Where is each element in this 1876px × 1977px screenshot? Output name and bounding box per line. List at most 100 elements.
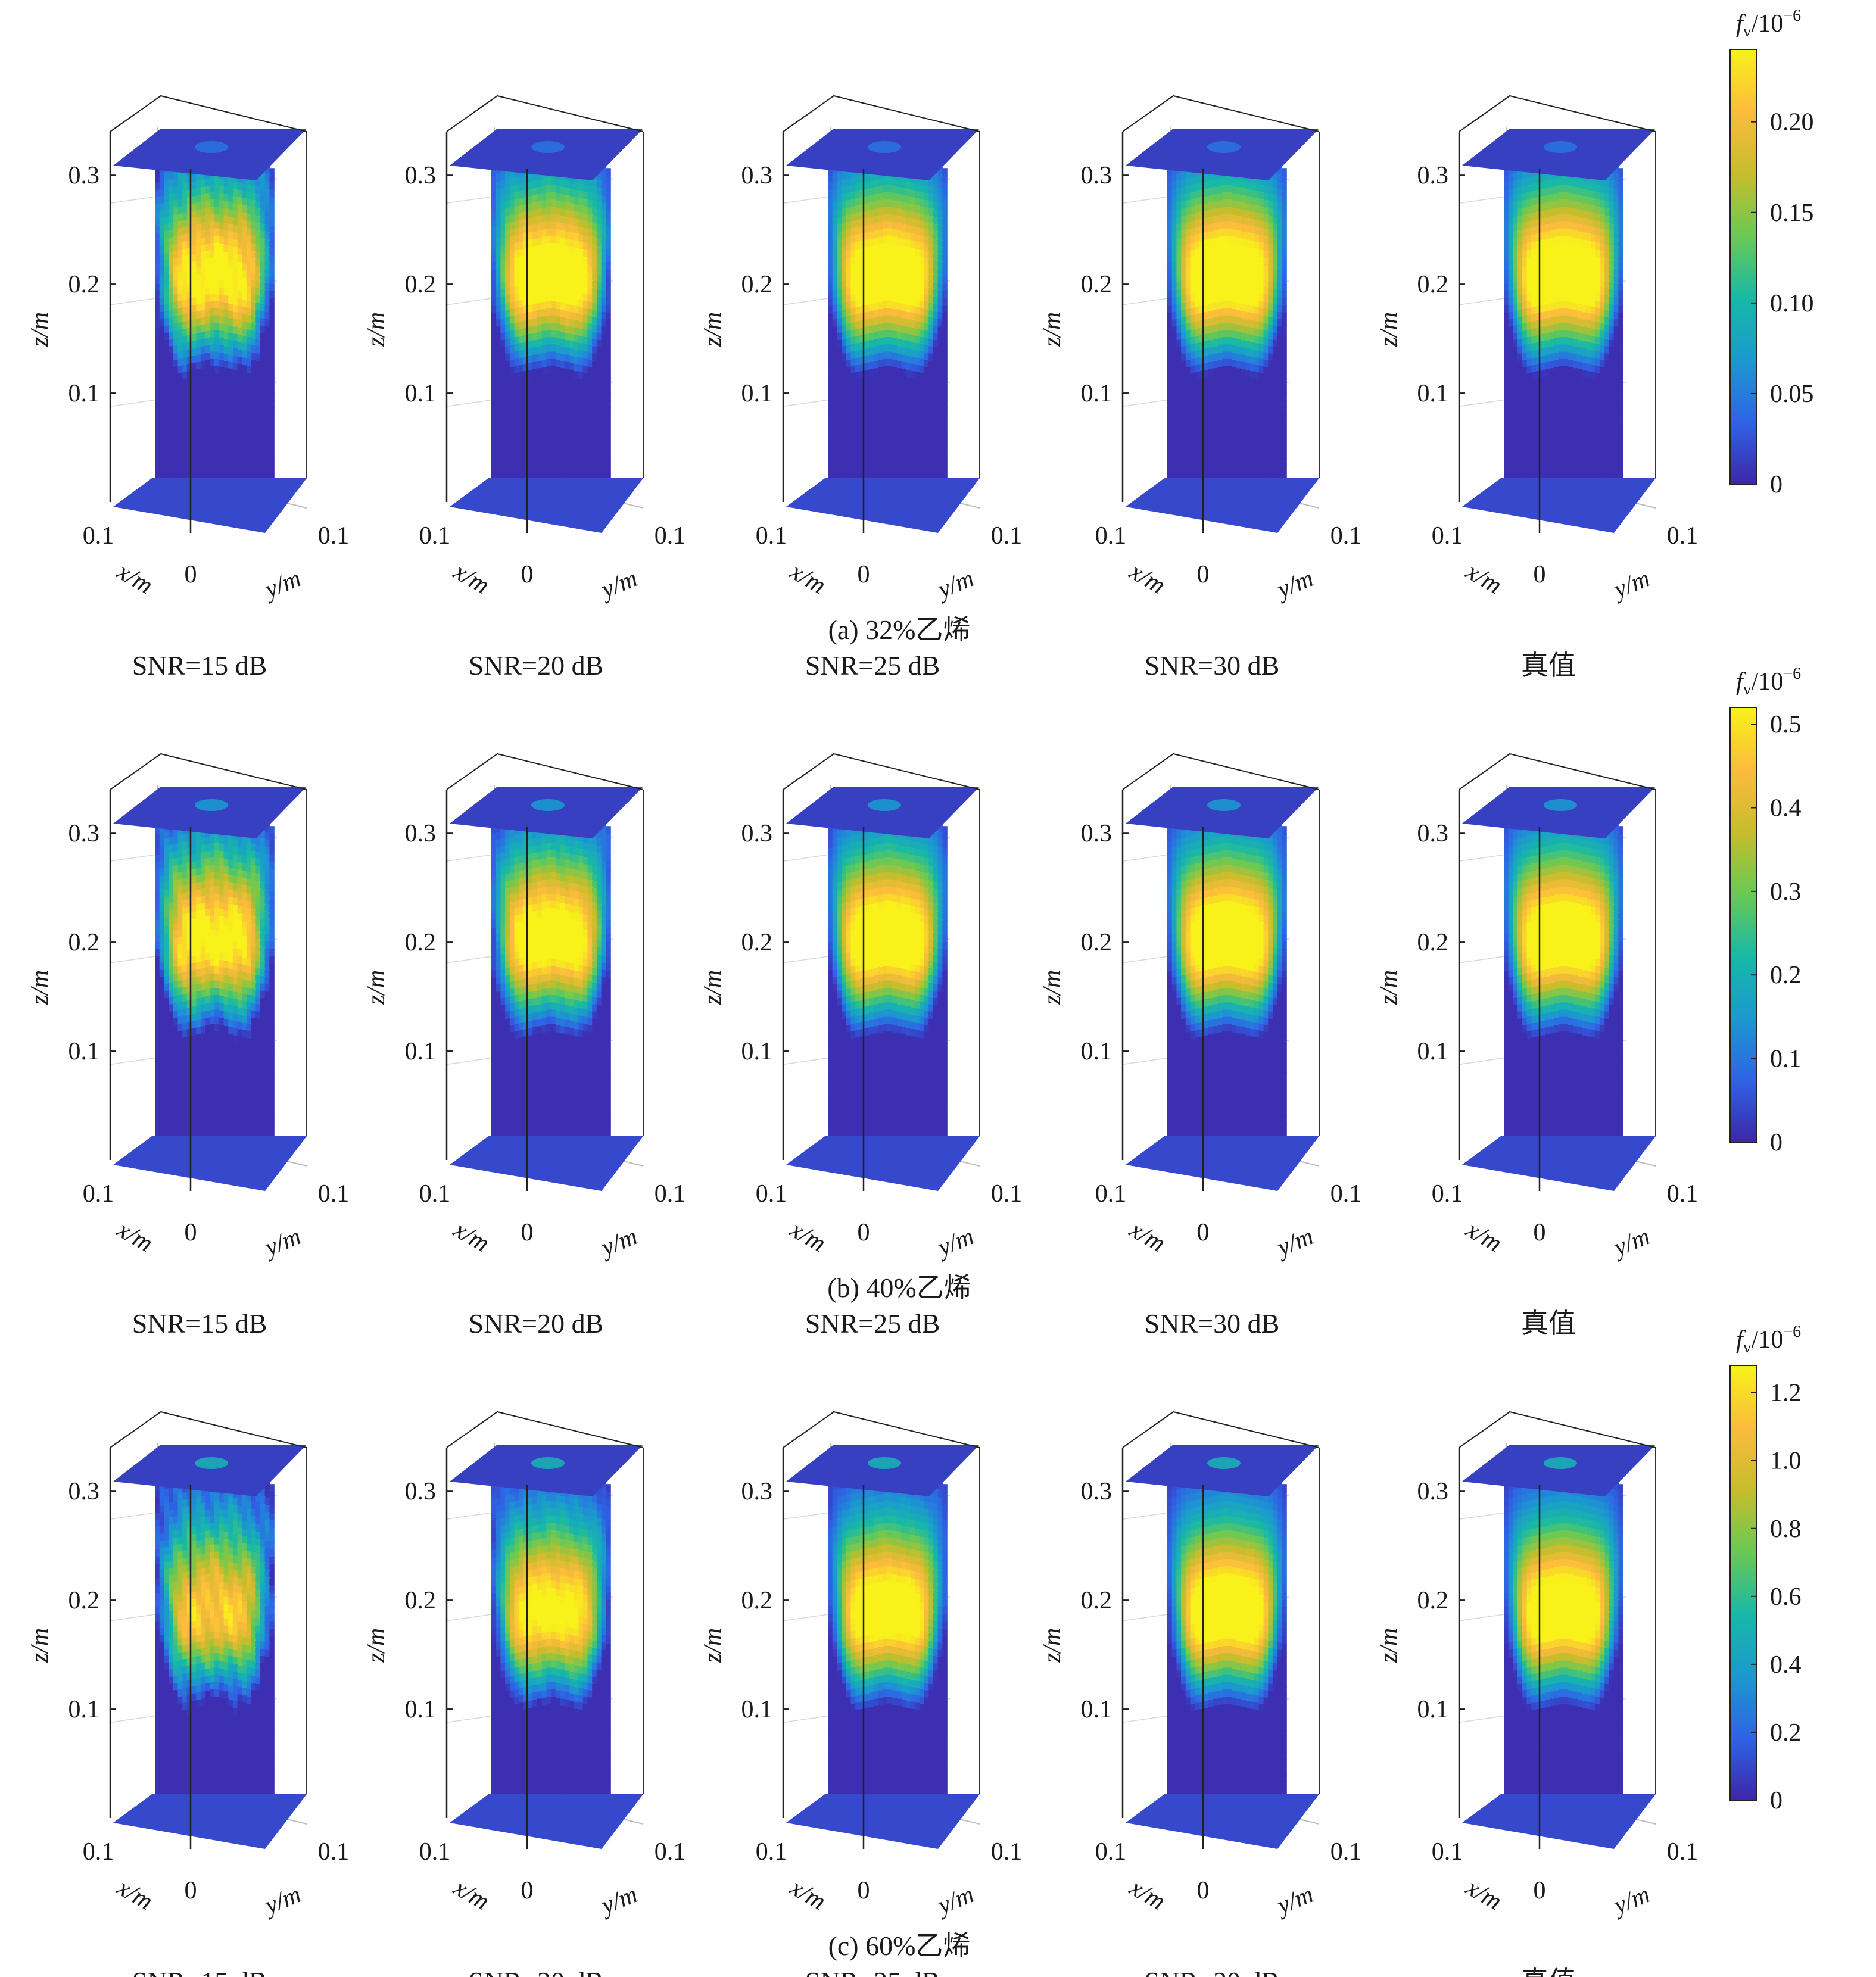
flame-cell xyxy=(942,283,948,292)
flame-cell xyxy=(1254,430,1260,438)
flame-cell xyxy=(232,261,238,270)
flame-cell xyxy=(1190,380,1195,388)
flame-cell xyxy=(191,247,197,255)
flame-cell xyxy=(200,295,206,304)
z-axis-label: z/m xyxy=(363,312,390,347)
flame-cell xyxy=(846,425,852,433)
flame-cell xyxy=(850,467,856,475)
flame-cell xyxy=(1208,347,1214,356)
flame-cell xyxy=(155,298,160,307)
flame-cell xyxy=(606,283,611,292)
flame-cell xyxy=(523,371,529,379)
flame-cell xyxy=(574,190,579,198)
flame-cell xyxy=(528,305,533,313)
flame-cell xyxy=(219,330,225,339)
flame-cell xyxy=(1213,404,1219,413)
flame-cell xyxy=(541,214,547,223)
flame-cell xyxy=(855,423,861,431)
flame-cell xyxy=(1176,180,1182,189)
flame-cell xyxy=(596,369,602,377)
flame-cell xyxy=(232,413,238,422)
flame-cell xyxy=(606,182,611,191)
flame-cell xyxy=(551,235,556,244)
flame-cell xyxy=(1227,214,1232,222)
flame-cell xyxy=(514,336,519,345)
flame-cell xyxy=(1586,182,1591,191)
flame-cell xyxy=(555,330,561,339)
flame-cell xyxy=(837,252,842,261)
flame-cell xyxy=(269,189,275,198)
flame-cell xyxy=(574,385,579,394)
flame-cell xyxy=(837,180,842,189)
flame-cell xyxy=(596,296,602,304)
flame-cell xyxy=(892,193,898,201)
flame-cell xyxy=(491,219,497,227)
flame-cell xyxy=(246,438,252,447)
flame-cell xyxy=(942,429,948,437)
flame-cell xyxy=(1227,322,1232,330)
flame-cell xyxy=(1231,330,1237,339)
flame-cell xyxy=(505,317,510,325)
flame-cell xyxy=(1526,170,1532,178)
flame-cell xyxy=(528,435,533,444)
flame-cell xyxy=(869,202,874,210)
flame-cell xyxy=(514,322,519,330)
flame-cell xyxy=(574,262,579,270)
flame-cell xyxy=(942,233,948,241)
flame-cell xyxy=(574,371,579,379)
z-tick-label: 0.3 xyxy=(68,162,100,189)
flame-cell xyxy=(546,315,551,323)
flame-cell xyxy=(509,338,515,346)
flame-cell xyxy=(1268,411,1273,419)
flame-cell xyxy=(532,289,538,298)
flame-cell xyxy=(260,318,266,326)
flame-cell xyxy=(1204,326,1209,335)
flame-cell xyxy=(846,273,852,280)
flame-cell xyxy=(505,259,510,267)
flame-cell xyxy=(169,208,174,217)
flame-cell xyxy=(905,442,911,451)
flame-cell xyxy=(1222,453,1227,461)
flame-cell xyxy=(264,196,270,204)
flame-cell xyxy=(532,246,538,254)
flame-cell xyxy=(237,342,242,350)
flame-cell xyxy=(251,338,256,346)
flame-cell xyxy=(264,283,270,291)
flame-cell xyxy=(873,419,879,427)
flame-cell xyxy=(919,380,925,388)
flame-cell xyxy=(169,230,174,238)
flame-cell xyxy=(919,301,925,308)
flame-cell xyxy=(219,439,225,448)
flame-cell xyxy=(251,432,256,440)
flame-cell xyxy=(491,458,497,466)
flame-cell xyxy=(565,369,570,377)
flame-cell xyxy=(1217,302,1223,310)
flame-cell xyxy=(919,416,925,425)
flame-cell xyxy=(928,411,934,419)
flame-cell xyxy=(1213,266,1219,275)
flame-cell xyxy=(578,452,584,460)
flame-cell xyxy=(514,351,519,360)
flame-cell xyxy=(519,183,524,192)
flame-cell xyxy=(1204,269,1209,277)
flame-cell xyxy=(869,347,874,356)
flame-cell xyxy=(933,361,939,370)
flame-cell xyxy=(1600,178,1605,186)
flame-cell xyxy=(1241,361,1246,370)
flame-cell xyxy=(505,324,510,332)
flame-cell xyxy=(1277,363,1283,371)
flame-cell xyxy=(596,441,602,450)
flame-cell xyxy=(223,389,229,398)
top-slice-hotspot xyxy=(531,141,565,153)
flame-cell xyxy=(592,440,597,448)
flame-cell xyxy=(1245,247,1251,255)
flame-cell xyxy=(587,410,593,419)
flame-cell xyxy=(1254,227,1260,235)
flame-cell xyxy=(574,219,579,227)
flame-cell xyxy=(223,441,229,448)
flame-cell xyxy=(519,270,524,279)
flame-cell xyxy=(850,192,856,200)
flame-cell xyxy=(186,241,192,249)
flame-cell xyxy=(182,386,188,395)
flame-cell xyxy=(177,329,183,338)
